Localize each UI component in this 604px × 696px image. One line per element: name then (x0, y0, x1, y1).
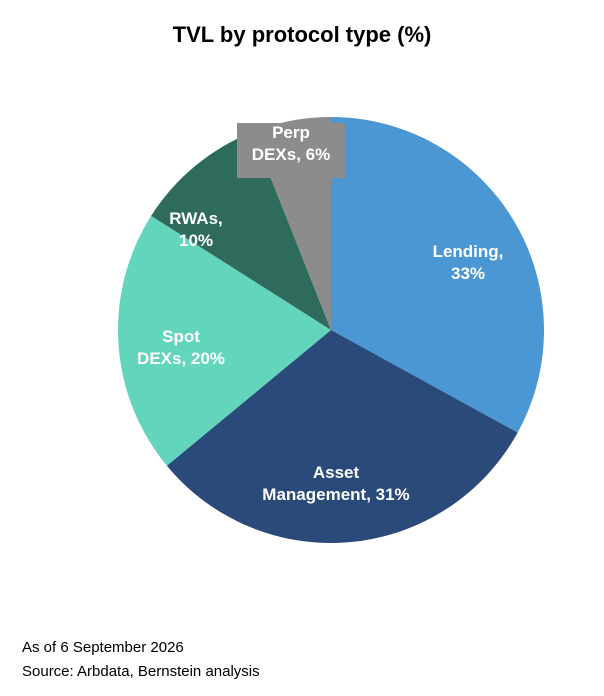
pie-slices (118, 117, 544, 543)
pie-label-asset-management: Asset Management, 31% (262, 463, 409, 504)
pie-slice-asset-management (166, 330, 518, 543)
footnote-date: As of 6 September 2026 (22, 639, 184, 656)
pie-labels: Lending, 33% Asset Management, 31% Spot DEXs,… (137, 123, 503, 504)
footnote-source: Source: Arbdata, Bernstein analysis (22, 663, 260, 680)
pie-slice-lending (331, 117, 544, 433)
pie-label-lending: Lending, 33% (433, 242, 504, 283)
pie-label-rwas: RWAs, 10% (169, 209, 223, 250)
pie-label-box-perp-dexs (237, 123, 345, 178)
pie-slice-rwas (151, 131, 331, 330)
pie-slice-spot-dexs (118, 215, 331, 466)
pie-label-perp-dexs: Perp DEXs, 6% (252, 123, 330, 164)
chart-title: TVL by protocol type (%) (172, 22, 432, 47)
pie-label-spot-dexs: Spot DEXs, 20% (137, 327, 225, 368)
